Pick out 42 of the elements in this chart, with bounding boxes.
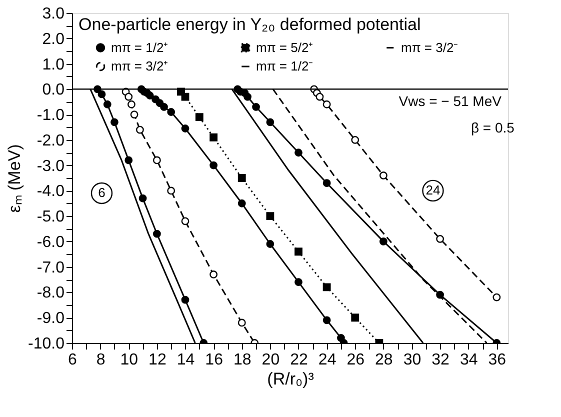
x-tick-label: 22 [290,352,308,368]
y-tick-label: -9.0 [36,310,65,328]
x-tick-label: 14 [176,352,195,368]
x-tick-label: 26 [346,352,365,368]
y-tick-label: 1.0 [42,56,65,74]
x-tick-label: 36 [488,352,506,368]
chart-title: One-particle energy in Y₂₀ deformed potential [78,15,421,34]
x-tick-label: 34 [460,352,478,368]
annotation: 24 [426,182,440,198]
x-tick-label: 20 [262,352,280,368]
legend-label: mπ = 1/2⁺ [111,40,168,55]
x-tick-label: 24 [318,352,336,368]
x-tick-label: 8 [96,352,106,368]
y-tick-label: -6.0 [36,234,65,251]
x-tick-label: 12 [148,352,166,368]
legend-label: mπ = 5/2⁺ [256,40,313,55]
y-tick-label: -8.0 [36,284,65,302]
x-axis-title: (R/r₀)³ [267,370,314,388]
legend-label: mπ = 1/2⁻ [256,58,313,74]
x-tick-label: 28 [375,352,393,368]
annotation: 6 [98,185,106,200]
x-tick-label: 30 [403,352,422,368]
x-tick-label: 6 [68,352,78,368]
y-axis-title: εₘ (MeV) [5,144,24,213]
y-tick-label: -7.0 [36,259,65,276]
x-tick-label: 16 [205,352,224,368]
x-tick-label: 32 [432,352,450,368]
y-tick-label: 3.0 [42,6,65,22]
y-tick-label: -5.0 [36,208,65,226]
y-tick-label: 2.0 [42,30,65,48]
y-tick-label: -4.0 [36,183,65,200]
annotation: Vws = − 51 MeV [398,93,502,110]
y-tick-label: 0.0 [42,82,65,99]
legend-label: mπ = 3/2⁻ [401,40,458,55]
y-tick-label: -3.0 [36,158,65,175]
legend-label: mπ = 3/2⁺ [111,58,168,74]
y-tick-label: -2.0 [36,132,65,150]
annotation: β = 0.5 [470,120,515,136]
x-tick-label: 10 [120,352,138,368]
y-tick-label: -1.0 [36,107,65,124]
x-tick-label: 18 [233,352,252,368]
y-tick-label: -10.0 [28,336,65,352]
